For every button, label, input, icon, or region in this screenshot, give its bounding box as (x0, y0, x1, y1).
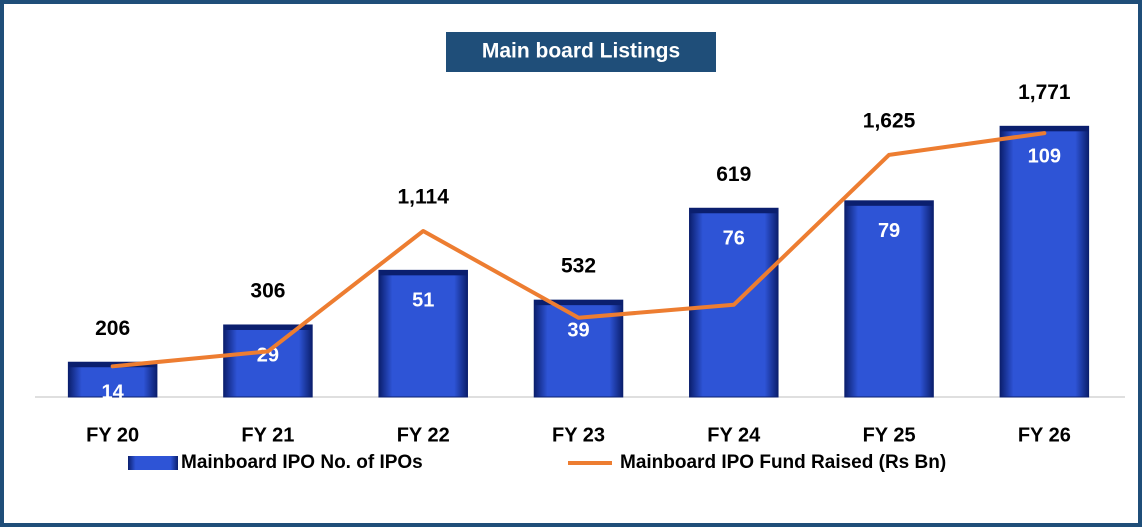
bar (378, 269, 468, 398)
x-tick-label: FY 26 (1018, 424, 1071, 446)
line-value-label: 619 (716, 163, 751, 186)
line-value-label: 532 (561, 255, 596, 278)
x-tick-label: FY 21 (241, 424, 294, 446)
bar-top-bevel (844, 200, 934, 206)
bar-top-bevel (534, 300, 623, 306)
bar-value-label: 39 (567, 319, 589, 341)
bar-top-bevel (223, 324, 313, 330)
bar-value-label: 109 (1028, 146, 1061, 168)
bar-top-bevel (689, 208, 779, 214)
bar-top-bevel (1000, 126, 1089, 132)
line-value-label: 1,771 (1018, 81, 1071, 104)
line-value-label: 1,625 (863, 109, 916, 132)
bar-value-label: 76 (723, 228, 745, 250)
line (110, 131, 1047, 369)
bar-top-bevel (378, 270, 468, 276)
x-tick-label: FY 20 (86, 424, 139, 446)
bar-value-label: 14 (102, 382, 125, 404)
legend-swatch-bar (128, 456, 178, 470)
bar (223, 324, 313, 398)
x-tick-label: FY 24 (707, 424, 761, 446)
x-tick-label: FY 23 (552, 424, 605, 446)
chart-title: Main board Listings (482, 40, 680, 63)
title-box (446, 32, 716, 72)
legend-label: Mainboard IPO No. of IPOs (181, 452, 423, 473)
x-tick-label: FY 22 (397, 424, 450, 446)
line-value-label: 206 (95, 317, 130, 340)
line-value-label: 306 (250, 280, 285, 303)
x-tick-label: FY 25 (863, 424, 916, 446)
bar (844, 200, 934, 398)
bar-value-label: 29 (257, 344, 279, 366)
line-value-label: 1,114 (398, 186, 450, 209)
bar-value-label: 51 (412, 290, 434, 312)
legend-label: Mainboard IPO Fund Raised (Rs Bn) (620, 452, 946, 473)
bar-value-label: 79 (878, 220, 900, 242)
bar (999, 125, 1090, 398)
